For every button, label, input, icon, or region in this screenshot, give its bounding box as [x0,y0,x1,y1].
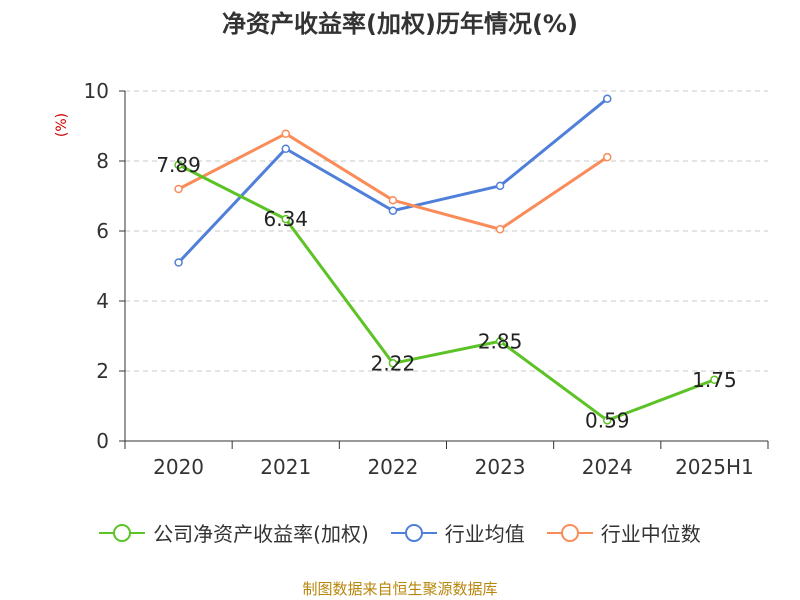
data-point [495,337,505,346]
data-point [174,258,183,267]
legend-swatch-industry-median [546,523,593,543]
x-tick-label: 2024 [582,455,633,479]
data-point [281,144,290,153]
x-tick-label: 2021 [260,455,311,479]
legend-item-company[interactable]: 公司净资产收益率(加权) [99,518,369,547]
x-tick-label: 2023 [475,455,526,479]
series-line [177,163,715,422]
source-note: 制图数据来自恒生聚源数据库 [302,580,498,598]
legend-label-company: 公司净资产收益率(加权) [153,522,369,546]
data-point [388,359,398,368]
data-label: 0.59 [585,408,630,432]
legend-swatch-company [99,523,146,543]
data-point [603,152,612,162]
y-tick-label: 10 [84,79,109,103]
chart-title: 净资产收益率(加权)历年情况(%) [222,10,578,38]
data-point [603,94,612,103]
data-label: 2.22 [371,351,416,375]
data-point [495,181,505,191]
series-line [177,97,609,264]
x-tick-label: 2022 [367,455,418,479]
x-tick-label: 2025H1 [675,455,754,479]
y-tick-label: 8 [96,149,109,173]
data-point [495,225,505,234]
y-tick-label: 4 [96,289,109,313]
data-label: 2.85 [478,329,523,353]
data-label: 7.89 [156,153,201,177]
data-point [174,160,183,170]
data-point [174,184,183,194]
data-point [281,129,290,138]
data-point [281,214,290,224]
y-tick-label: 2 [96,359,109,383]
data-point [388,195,398,205]
legend-swatch-industry-mean [390,523,437,543]
y-tick-label: 0 [96,429,109,453]
legend-label-industry-median: 行业中位数 [600,522,701,546]
data-label: 1.75 [692,368,737,392]
x-tick-label: 2020 [153,455,204,479]
data-point [388,206,398,215]
data-point [710,375,719,384]
legend-item-industry-median[interactable]: 行业中位数 [546,518,701,547]
legend: 公司净资产收益率(加权) 行业均值 行业中位数 [0,518,800,547]
legend-label-industry-mean: 行业均值 [444,522,525,546]
data-point [603,416,612,425]
y-tick-label: 6 [96,219,109,243]
legend-item-industry-mean[interactable]: 行业均值 [390,518,525,547]
data-label: 6.34 [263,207,308,231]
